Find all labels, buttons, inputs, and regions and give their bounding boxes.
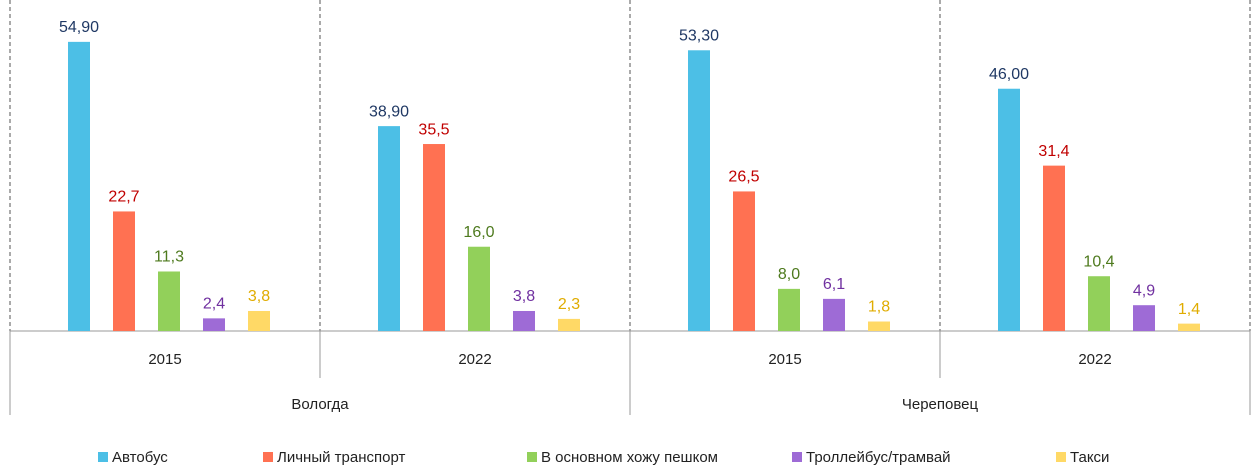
bar <box>868 321 890 331</box>
value-label: 10,4 <box>1083 253 1114 270</box>
value-label: 26,5 <box>728 169 759 186</box>
legend-swatch <box>263 452 273 462</box>
bar <box>1178 323 1200 331</box>
value-label: 2,4 <box>203 296 225 313</box>
legend-swatch <box>1056 452 1066 462</box>
bar <box>378 126 400 331</box>
legend-label: Такси <box>1070 449 1109 466</box>
value-label: 16,0 <box>463 224 494 241</box>
value-label: 11,3 <box>154 249 184 266</box>
legend-label: Личный транспорт <box>277 449 405 466</box>
value-label: 1,4 <box>1178 301 1200 318</box>
legend-label: Троллейбус/трамвай <box>806 449 951 466</box>
bar <box>468 246 490 331</box>
x-tick-label: 2015 <box>768 351 801 368</box>
bar <box>778 288 800 331</box>
value-label: 6,1 <box>823 276 845 293</box>
value-label: 1,8 <box>868 299 890 316</box>
bar <box>558 318 580 331</box>
bar <box>513 310 535 331</box>
bar <box>423 144 445 331</box>
legend-swatch <box>792 452 802 462</box>
bar <box>998 88 1020 331</box>
group-label: Череповец <box>902 396 979 413</box>
bar <box>688 50 710 331</box>
value-label: 31,4 <box>1038 143 1069 160</box>
bar <box>1088 276 1110 331</box>
x-tick-label: 2022 <box>458 351 491 368</box>
value-label: 46,00 <box>989 66 1029 83</box>
value-label: 35,5 <box>418 121 449 138</box>
bar <box>823 298 845 331</box>
value-label: 54,90 <box>59 19 99 36</box>
bar <box>1133 305 1155 331</box>
bar <box>158 271 180 331</box>
legend-label: Автобус <box>112 449 168 466</box>
value-label: 3,8 <box>513 288 535 305</box>
value-label: 53,30 <box>679 28 719 45</box>
legend-label: В основном хожу пешком <box>541 449 718 466</box>
bar <box>68 41 90 332</box>
x-tick-label: 2022 <box>1078 351 1111 368</box>
bar <box>113 211 135 331</box>
legend-swatch <box>98 452 108 462</box>
bar <box>1043 165 1065 331</box>
value-label: 38,90 <box>369 103 409 120</box>
bar <box>248 310 270 331</box>
group-label: Вологда <box>291 396 349 413</box>
bar <box>733 191 755 331</box>
x-tick-label: 2015 <box>148 351 181 368</box>
legend-swatch <box>527 452 537 462</box>
value-label: 3,8 <box>248 288 270 305</box>
bar <box>203 318 225 331</box>
value-label: 4,9 <box>1133 282 1155 299</box>
value-label: 8,0 <box>778 266 800 283</box>
value-label: 2,3 <box>558 296 580 313</box>
value-label: 22,7 <box>108 189 139 206</box>
